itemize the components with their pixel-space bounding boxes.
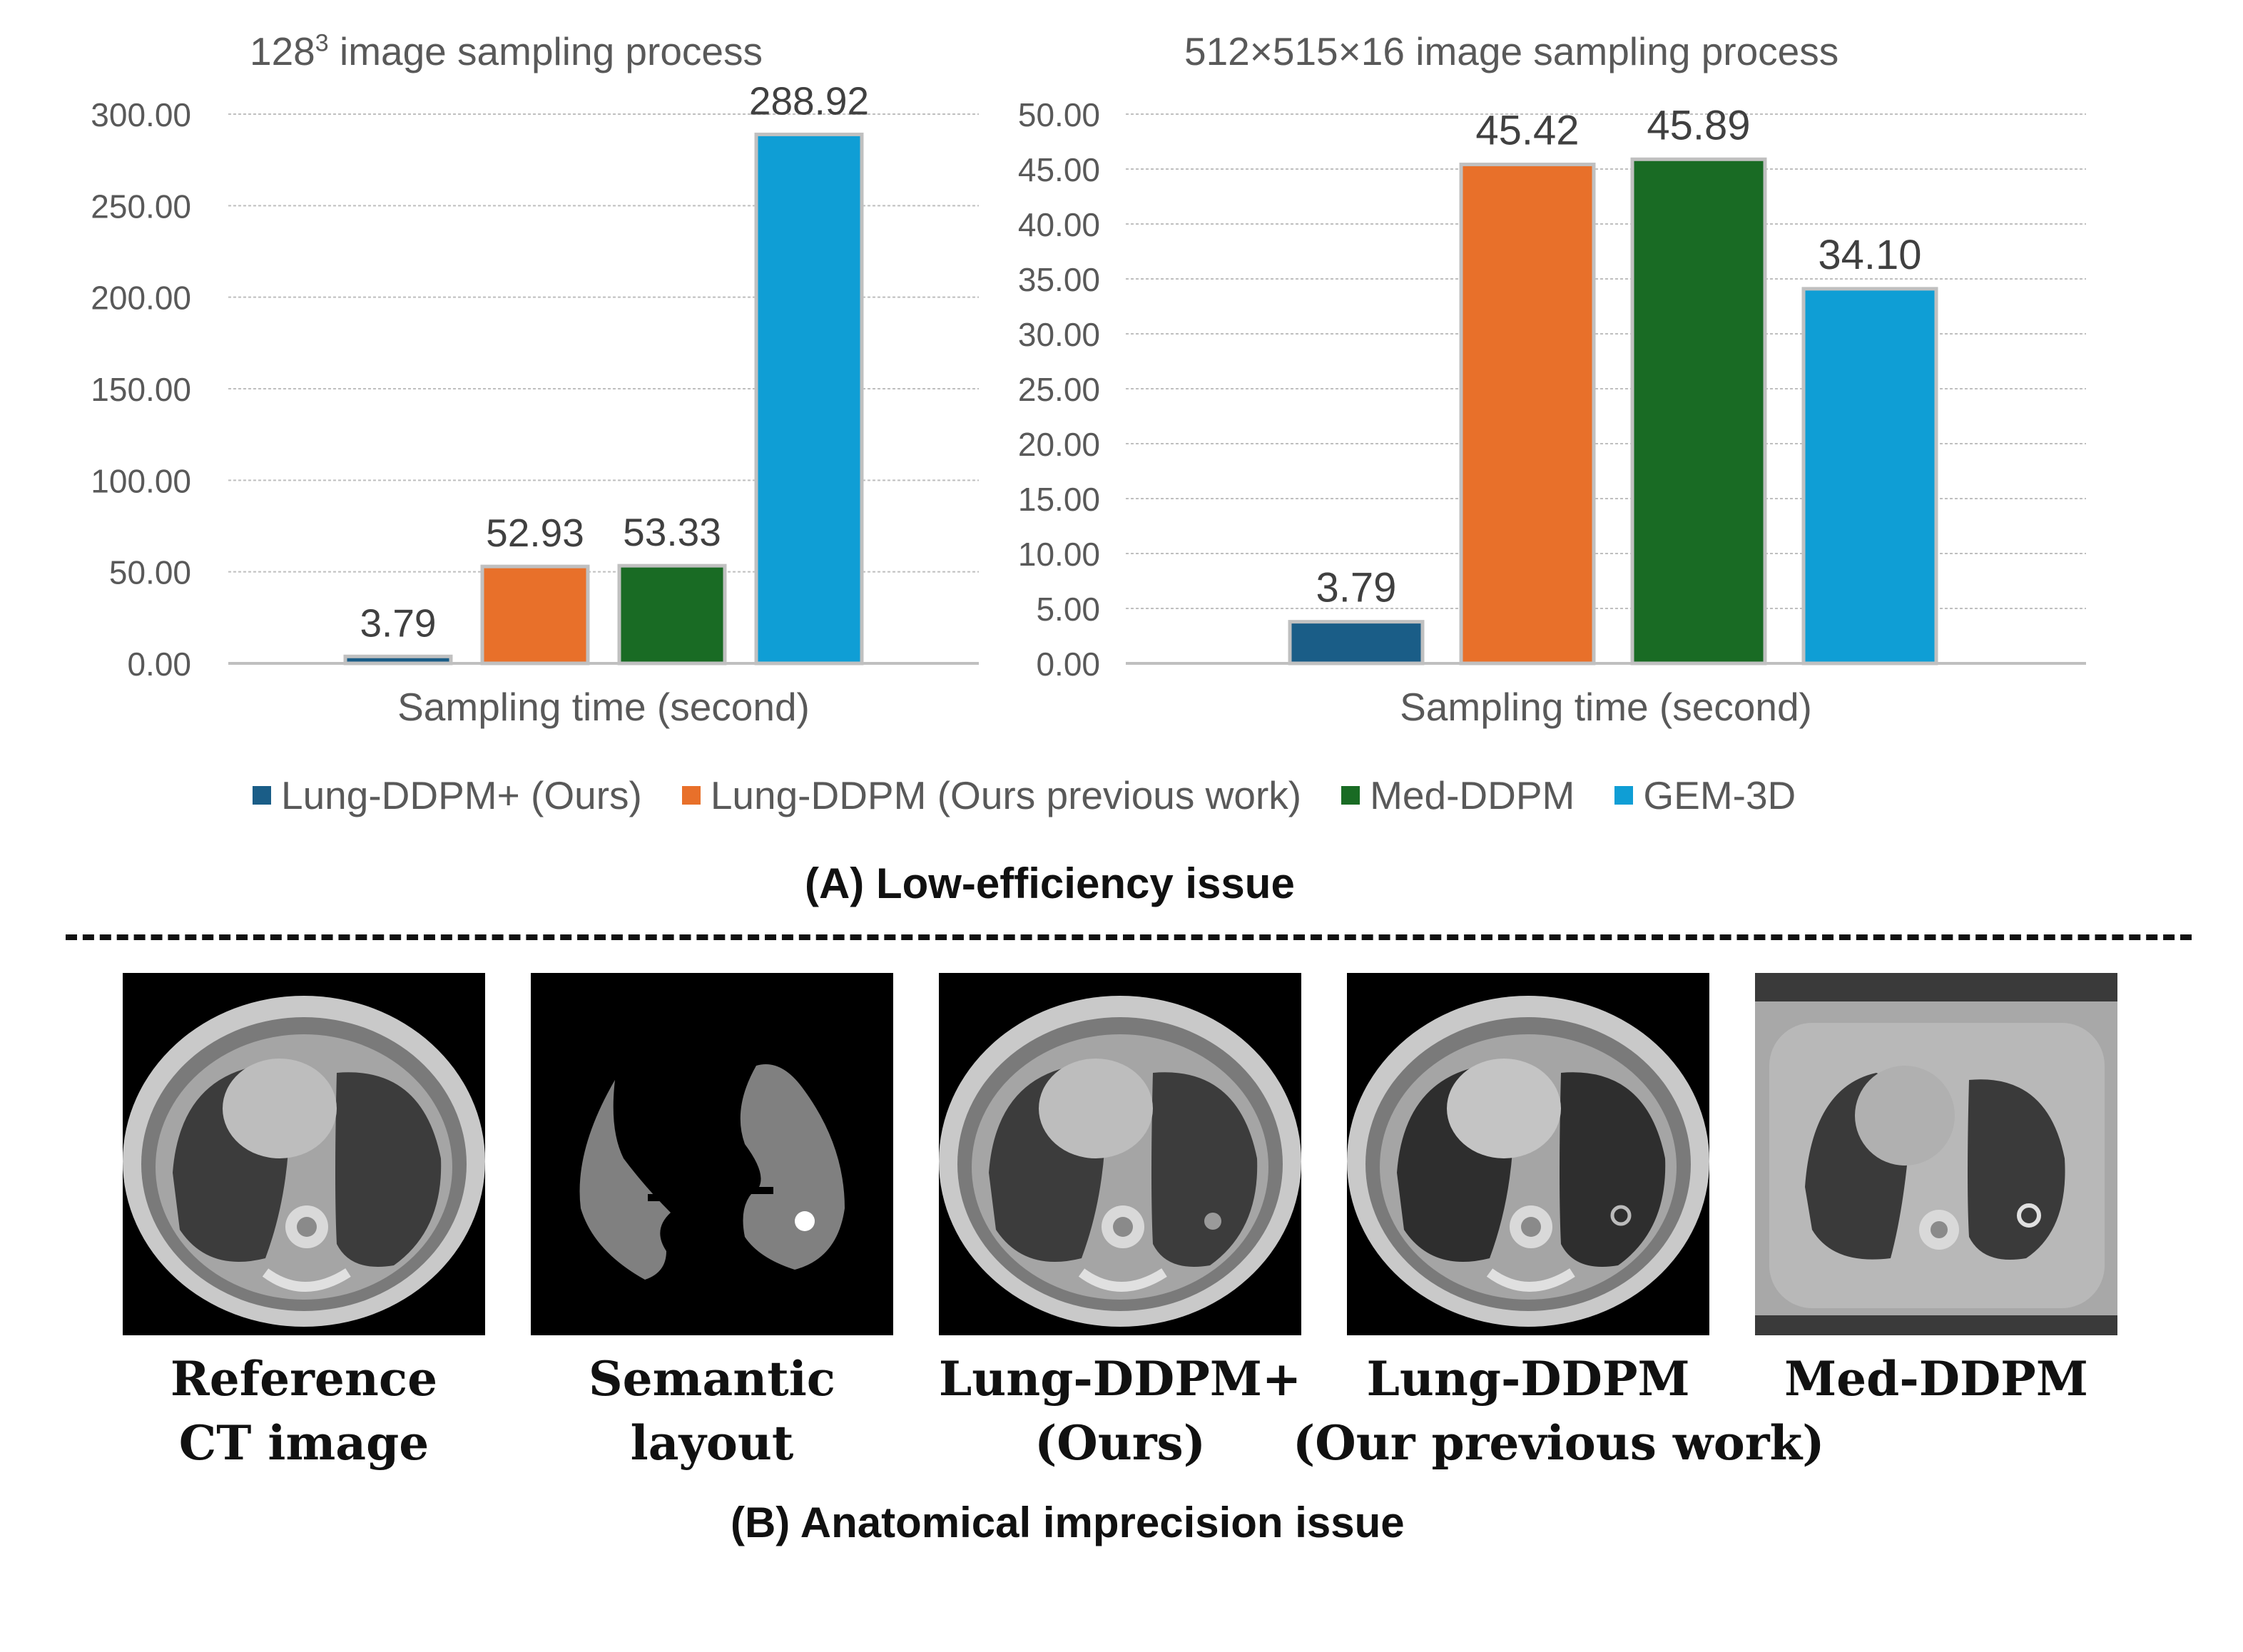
y-tick-label: 5.00 <box>1036 591 1100 628</box>
bar-value-label: 3.79 <box>1316 565 1397 611</box>
caption-lung-ddpm-plus: Lung-DDPM+ (Ours) <box>920 1347 1320 1475</box>
section-b-title: (B) Anatomical imprecision issue <box>731 1499 1405 1546</box>
legend-label: Lung-DDPM+ (Ours) <box>281 773 642 817</box>
y-tick-label: 10.00 <box>1018 536 1100 573</box>
legend-swatch <box>1341 786 1360 805</box>
chart1-title-sup: 3 <box>315 29 329 57</box>
y-tick-label: 150.00 <box>91 371 191 408</box>
bar <box>1801 287 1938 666</box>
legend-item: Med-DDPM <box>1341 773 1575 818</box>
lung-ddpm-image <box>1347 973 1709 1335</box>
caption-semantic: Semantic layout <box>512 1347 912 1475</box>
y-tick-label: 250.00 <box>91 188 191 225</box>
caption-line2: layout <box>630 1415 794 1471</box>
caption-line2: (Our previous work) <box>1293 1415 1825 1471</box>
chart1-title-main: 128 <box>250 29 315 73</box>
y-tick-label: 45.00 <box>1018 151 1100 188</box>
bar <box>1459 163 1596 666</box>
legend-item: Lung-DDPM (Ours previous work) <box>681 773 1302 818</box>
caption-line2: (Ours) <box>1034 1415 1206 1471</box>
chart1-title-rest: image sampling process <box>328 29 763 73</box>
lung-ddpm-plus-image <box>939 973 1301 1335</box>
caption-line1: Semantic <box>589 1351 835 1407</box>
section-a-title: (A) Low-efficiency issue <box>805 860 1295 907</box>
y-tick-label: 40.00 <box>1018 206 1100 243</box>
reference-ct-image <box>123 973 485 1335</box>
caption-line1: Lung-DDPM+ <box>938 1351 1302 1407</box>
bar-value-label: 45.89 <box>1647 102 1750 148</box>
chart1-title: 1283 image sampling process <box>250 29 763 74</box>
chart2: 0.00 5.00 10.00 15.00 20.00 25.00 30.00 35.00 40… <box>1018 96 2086 729</box>
bar <box>1288 620 1425 666</box>
y-tick-label: 300.00 <box>91 96 191 133</box>
y-tick-label: 35.00 <box>1018 261 1100 298</box>
caption-line1: Med-DDPM <box>1784 1351 2088 1407</box>
y-tick-label: 200.00 <box>91 280 191 317</box>
legend-label: GEM-3D <box>1643 773 1796 817</box>
caption-line1: Lung-DDPM <box>1366 1351 1690 1407</box>
y-tick-label: 50.00 <box>1018 96 1100 133</box>
med-ddpm-image <box>1755 973 2117 1335</box>
bar-value-label: 288.92 <box>749 78 869 123</box>
bar <box>617 564 727 666</box>
bar-value-label: 3.79 <box>360 601 436 645</box>
x-axis-label: Sampling time (second) <box>1400 685 1812 729</box>
y-tick-label: 25.00 <box>1018 371 1100 408</box>
chart2-title: 512×515×16 image sampling process <box>1184 29 1839 73</box>
legend-swatch <box>253 786 271 805</box>
legend-swatch <box>681 786 701 805</box>
bar-value-label: 53.33 <box>623 510 721 554</box>
y-tick-label: 100.00 <box>91 462 191 499</box>
legend-item: Lung-DDPM+ (Ours) <box>253 773 642 818</box>
y-tick-label: 0.00 <box>1036 646 1100 683</box>
legend-label: Lung-DDPM (Ours previous work) <box>710 773 1302 817</box>
caption-med-ddpm: Med-DDPM <box>1736 1347 2136 1411</box>
bar-value-label: 45.42 <box>1475 108 1579 154</box>
semantic-layout-image <box>531 973 893 1335</box>
caption-line2: CT image <box>178 1415 429 1471</box>
y-tick-label: 30.00 <box>1018 316 1100 353</box>
bar <box>754 132 864 666</box>
chart1: 0.00 50.00 100.00 150.00 200.00 250.00 300.00 3… <box>91 78 979 729</box>
y-tick-label: 0.00 <box>127 646 191 683</box>
legend-label: Med-DDPM <box>1370 773 1575 817</box>
y-tick-label: 50.00 <box>109 554 191 591</box>
bar <box>343 654 453 666</box>
bar <box>1630 157 1767 666</box>
legend: Lung-DDPM+ (Ours) Lung-DDPM (Ours previo… <box>253 770 1836 820</box>
caption-reference: Reference CT image <box>104 1347 504 1475</box>
legend-item: GEM-3D <box>1614 773 1796 818</box>
caption-line1: Reference <box>170 1351 438 1407</box>
y-tick-label: 15.00 <box>1018 481 1100 518</box>
caption-lung-ddpm: Lung-DDPM (Our previous work) <box>1293 1347 1825 1475</box>
bar <box>480 564 590 666</box>
x-axis-label: Sampling time (second) <box>397 685 810 729</box>
bar-value-label: 52.93 <box>486 511 584 555</box>
legend-swatch <box>1614 786 1634 805</box>
dashed-divider <box>66 934 2192 940</box>
y-tick-label: 20.00 <box>1018 426 1100 463</box>
bar-value-label: 34.10 <box>1818 232 1921 278</box>
